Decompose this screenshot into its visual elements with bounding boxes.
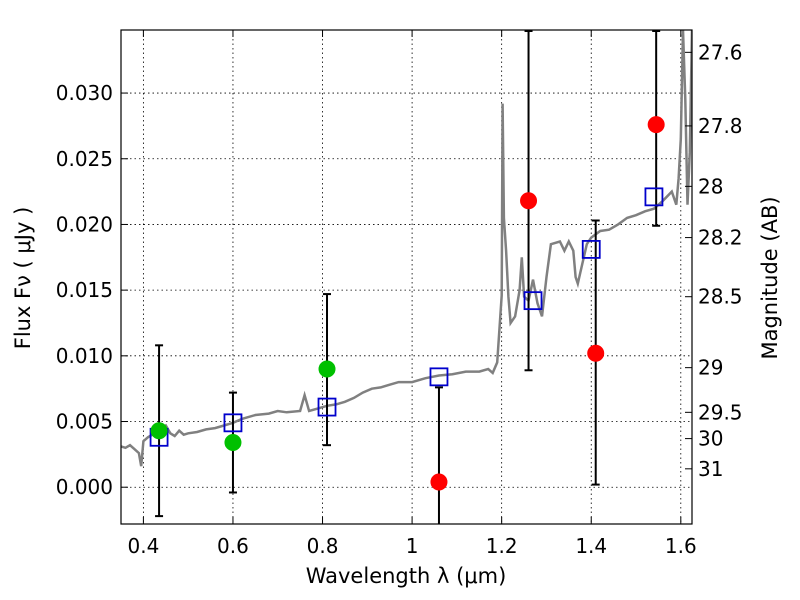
spectrum-line bbox=[121, 30, 692, 467]
circle-marker bbox=[647, 116, 665, 134]
y-tick-label: 0.015 bbox=[56, 278, 113, 302]
right-tick-label: 27.6 bbox=[698, 40, 743, 64]
square-marker bbox=[581, 240, 601, 259]
y-tick-label: 0.000 bbox=[56, 475, 113, 499]
right-tick-label: 31 bbox=[698, 457, 723, 481]
circle-marker bbox=[318, 360, 336, 378]
x-tick-label: 0.4 bbox=[127, 534, 159, 558]
y-axis-label: Flux Fν ( μJy ) bbox=[11, 207, 35, 350]
square-marker bbox=[523, 291, 543, 311]
right-tick-label: 29 bbox=[698, 356, 723, 380]
y-tick-label: 0.020 bbox=[56, 212, 113, 236]
circle-marker bbox=[520, 192, 538, 210]
x-axis-label: Wavelength λ (μm) bbox=[306, 564, 507, 588]
grid bbox=[121, 30, 692, 524]
spectrum-path bbox=[121, 30, 692, 467]
x-tick-label: 1.2 bbox=[486, 534, 518, 558]
x-tick-label: 0.6 bbox=[217, 534, 249, 558]
right-tick-label: 28 bbox=[698, 174, 723, 198]
square-marker bbox=[223, 413, 243, 433]
right-axis: 27.6 27.8 28 28.2 28.5 29 29.5 30 31 bbox=[685, 40, 743, 481]
y-tick-label: 0.010 bbox=[56, 344, 113, 368]
plot-frame bbox=[120, 29, 693, 525]
square-marker bbox=[429, 367, 449, 387]
x-tick-label: 1.4 bbox=[575, 534, 607, 558]
right-tick-label: 28.5 bbox=[698, 285, 743, 309]
x-tick-label: 1 bbox=[406, 534, 419, 558]
x-tick-label: 1.6 bbox=[665, 534, 697, 558]
square-marker bbox=[317, 397, 337, 417]
y-tick-label: 0.030 bbox=[56, 81, 113, 105]
circle-marker bbox=[430, 473, 448, 491]
circle-marker bbox=[224, 434, 242, 452]
circle-marker bbox=[150, 422, 168, 440]
right-axis-label: Magnitude (AB) bbox=[758, 196, 782, 359]
circle-marker bbox=[587, 344, 605, 362]
y-tick-label: 0.025 bbox=[56, 147, 113, 171]
y-axis: 0.000 0.005 0.010 0.015 0.020 0.025 0.030 bbox=[56, 81, 128, 499]
x-axis: 0.4 0.6 0.8 1 1.2 1.4 1.6 bbox=[127, 30, 697, 558]
square-marker bbox=[644, 187, 664, 207]
right-tick-label: 30 bbox=[698, 427, 723, 451]
x-tick-label: 0.8 bbox=[307, 534, 339, 558]
markers bbox=[149, 116, 665, 491]
y-tick-label: 0.005 bbox=[56, 410, 113, 434]
right-tick-label: 28.2 bbox=[698, 226, 743, 250]
right-tick-label: 27.8 bbox=[698, 114, 743, 138]
right-tick-label: 29.5 bbox=[698, 400, 743, 424]
